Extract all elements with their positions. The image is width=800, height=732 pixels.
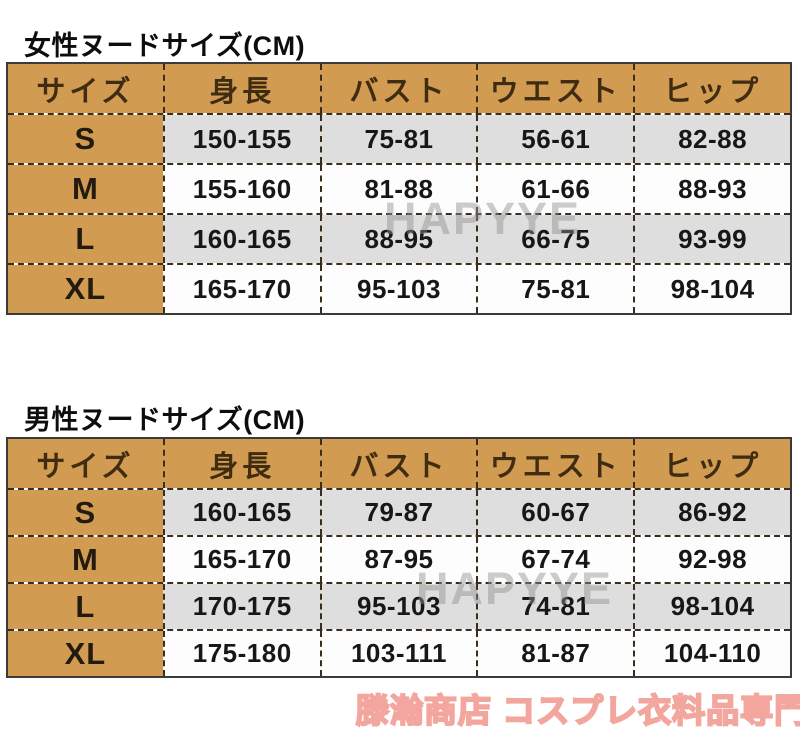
header-cell-height: 身長 <box>162 439 320 488</box>
header-cell-hip: ヒップ <box>633 64 790 113</box>
value-cell: 86-92 <box>633 490 790 535</box>
value-cell: 150-155 <box>162 115 320 163</box>
header-cell-size: サイズ <box>8 64 163 113</box>
value-cell: 93-99 <box>633 215 790 263</box>
value-cell: 98-104 <box>633 265 790 313</box>
value-cell: 165-170 <box>162 265 320 313</box>
header-cell-height: 身長 <box>162 64 320 113</box>
size-cell: M <box>8 165 163 213</box>
value-cell: 82-88 <box>633 115 790 163</box>
value-cell: 165-170 <box>162 537 320 582</box>
value-cell: 104-110 <box>633 631 790 676</box>
value-cell: 92-98 <box>633 537 790 582</box>
value-cell: 79-87 <box>319 490 477 535</box>
header-cell-waist: ウエスト <box>476 439 634 488</box>
table-row: M 155-160 81-88 61-66 88-93 <box>8 163 790 213</box>
value-cell: 60-67 <box>476 490 634 535</box>
table-row: L 160-165 88-95 66-75 93-99 <box>8 213 790 263</box>
women-size-table: サイズ 身長 バスト ウエスト ヒップ S 150-155 75-81 56-6… <box>6 62 792 315</box>
size-cell: S <box>8 490 163 535</box>
table-row: S 150-155 75-81 56-61 82-88 <box>8 113 790 163</box>
table-header-row: サイズ 身長 バスト ウエスト ヒップ <box>8 64 790 113</box>
value-cell: 88-93 <box>633 165 790 213</box>
value-cell: 160-165 <box>162 490 320 535</box>
header-cell-waist: ウエスト <box>476 64 634 113</box>
value-cell: 170-175 <box>162 584 320 629</box>
header-cell-hip: ヒップ <box>633 439 790 488</box>
shop-watermark: 滕瀚商店 コスプレ衣料品専門 <box>355 691 800 730</box>
value-cell: 61-66 <box>476 165 634 213</box>
value-cell: 160-165 <box>162 215 320 263</box>
men-size-table: サイズ 身長 バスト ウエスト ヒップ S 160-165 79-87 60-6… <box>6 437 792 678</box>
value-cell: 74-81 <box>476 584 634 629</box>
value-cell: 155-160 <box>162 165 320 213</box>
table-row: S 160-165 79-87 60-67 86-92 <box>8 488 790 535</box>
value-cell: 87-95 <box>319 537 477 582</box>
value-cell: 103-111 <box>319 631 477 676</box>
size-cell: M <box>8 537 163 582</box>
value-cell: 88-95 <box>319 215 477 263</box>
value-cell: 67-74 <box>476 537 634 582</box>
header-cell-bust: バスト <box>319 64 477 113</box>
women-table-title: 女性ヌードサイズ(CM) <box>24 31 306 61</box>
value-cell: 81-87 <box>476 631 634 676</box>
value-cell: 56-61 <box>476 115 634 163</box>
size-cell: S <box>8 115 163 163</box>
value-cell: 95-103 <box>319 584 477 629</box>
value-cell: 75-81 <box>319 115 477 163</box>
men-table-title: 男性ヌードサイズ(CM) <box>24 405 306 435</box>
size-cell: L <box>8 584 163 629</box>
table-header-row: サイズ 身長 バスト ウエスト ヒップ <box>8 439 790 488</box>
table-row: XL 165-170 95-103 75-81 98-104 <box>8 263 790 313</box>
table-row: M 165-170 87-95 67-74 92-98 <box>8 535 790 582</box>
value-cell: 81-88 <box>319 165 477 213</box>
value-cell: 98-104 <box>633 584 790 629</box>
value-cell: 66-75 <box>476 215 634 263</box>
table-row: L 170-175 95-103 74-81 98-104 <box>8 582 790 629</box>
size-cell: XL <box>8 631 163 676</box>
table-row: XL 175-180 103-111 81-87 104-110 <box>8 629 790 676</box>
value-cell: 95-103 <box>319 265 477 313</box>
header-cell-bust: バスト <box>319 439 477 488</box>
size-cell: XL <box>8 265 163 313</box>
value-cell: 75-81 <box>476 265 634 313</box>
size-cell: L <box>8 215 163 263</box>
value-cell: 175-180 <box>162 631 320 676</box>
header-cell-size: サイズ <box>8 439 163 488</box>
